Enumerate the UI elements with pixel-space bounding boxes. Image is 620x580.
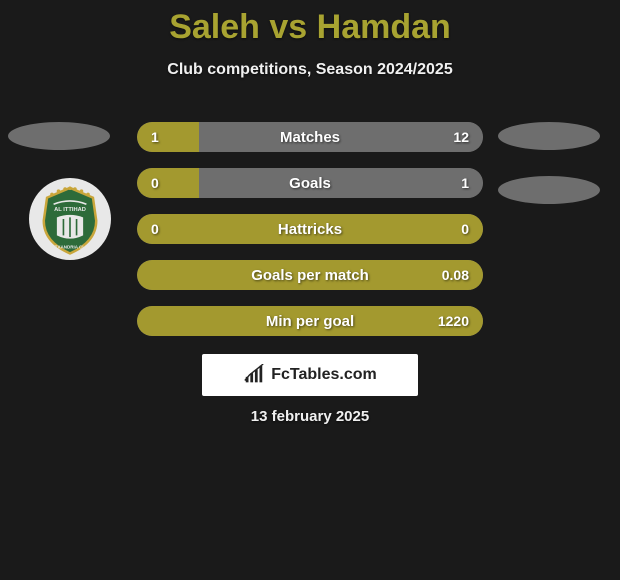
- player-oval-right-2: [498, 176, 600, 204]
- stats-panel: 112Matches 01Goals 00Hattricks 0.08Goals pe…: [137, 122, 483, 352]
- club-badge: AL ITTIHAD ALEXANDRIA CLUB: [29, 178, 111, 260]
- stat-row: 112Matches: [137, 122, 483, 152]
- page-subtitle: Club competitions, Season 2024/2025: [0, 61, 620, 79]
- svg-text:AL ITTIHAD: AL ITTIHAD: [54, 207, 86, 213]
- stat-label: Matches: [137, 122, 483, 152]
- stat-row: 1220Min per goal: [137, 306, 483, 336]
- brand-text: FcTables.com: [271, 366, 377, 384]
- stat-row: 0.08Goals per match: [137, 260, 483, 290]
- page-title: Saleh vs Hamdan: [0, 0, 620, 47]
- stat-row: 00Hattricks: [137, 214, 483, 244]
- club-crest-icon: AL ITTIHAD ALEXANDRIA CLUB: [29, 178, 111, 260]
- stat-label: Hattricks: [137, 214, 483, 244]
- svg-text:ALEXANDRIA CLUB: ALEXANDRIA CLUB: [48, 245, 92, 250]
- stat-label: Goals: [137, 168, 483, 198]
- player-oval-left: [8, 122, 110, 150]
- bar-chart-icon: [243, 364, 265, 386]
- date-text: 13 february 2025: [0, 408, 620, 425]
- brand-badge: FcTables.com: [202, 354, 418, 396]
- stat-label: Goals per match: [137, 260, 483, 290]
- player-oval-right-1: [498, 122, 600, 150]
- stat-label: Min per goal: [137, 306, 483, 336]
- stat-row: 01Goals: [137, 168, 483, 198]
